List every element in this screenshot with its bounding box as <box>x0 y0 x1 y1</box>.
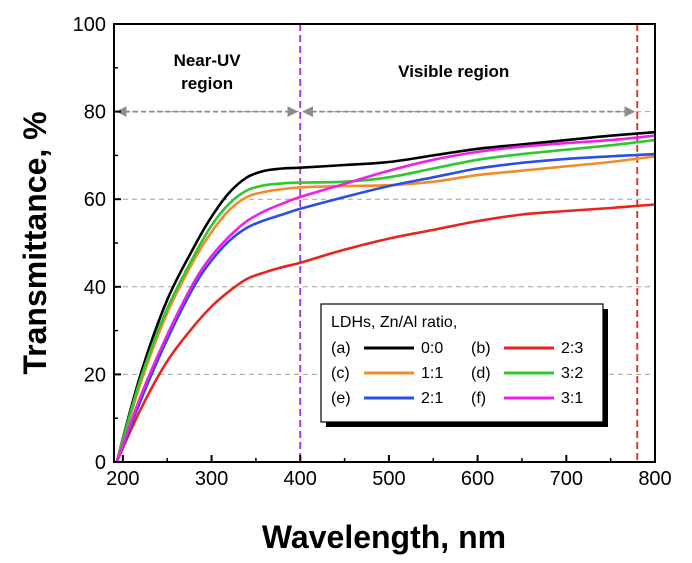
series-line-e <box>115 152 655 462</box>
y-tick-label-0: 0 <box>95 452 106 474</box>
x-tick-label-700: 700 <box>550 468 583 490</box>
legend-tag-b: (b) <box>471 340 491 357</box>
axis-ticks: 200 300 400 500 600 700 800 0 20 40 60 80 100 <box>73 14 672 490</box>
legend-ratio-d: 3:2 <box>561 365 583 382</box>
series-line-a <box>115 130 655 462</box>
legend-tag-a: (a) <box>331 340 351 357</box>
series-line-c <box>115 155 655 462</box>
region-dividers <box>299 24 639 462</box>
y-tick-label-60: 60 <box>84 189 106 211</box>
x-tick-label-200: 200 <box>106 468 139 490</box>
legend-box <box>320 303 604 423</box>
x-tick-label-300: 300 <box>195 468 228 490</box>
x-tick-label-600: 600 <box>461 468 494 490</box>
y-tick-label-40: 40 <box>84 277 106 299</box>
x-tick-label-500: 500 <box>372 468 405 490</box>
legend-entries: (a) 0:0 (b) 2:3 (c) 1:1 (d) 3:2 (e) 2:1 (f) 3:1 <box>331 340 583 407</box>
legend-tag-f: (f) <box>471 390 486 407</box>
region-label-0-1: region <box>181 74 233 93</box>
legend-title: LDHs, Zn/Al ratio, <box>331 314 457 331</box>
legend-ratio-a: 0:0 <box>421 340 443 357</box>
series-line-d <box>115 138 655 462</box>
series-lines <box>115 130 655 462</box>
y-tick-label-80: 80 <box>84 102 106 124</box>
y-axis-title: Transmittance, % <box>17 111 53 374</box>
legend-tag-d: (d) <box>471 365 491 382</box>
legend-ratio-c: 1:1 <box>421 365 443 382</box>
x-axis-title: Wavelength, nm <box>262 519 506 555</box>
series-line-f <box>115 134 655 462</box>
legend-ratio-f: 3:1 <box>561 390 583 407</box>
x-tick-label-800: 800 <box>638 468 671 490</box>
legend-tag-e: (e) <box>331 390 351 407</box>
legend-ratio-e: 2:1 <box>421 390 443 407</box>
region-labels: Near-UV region Visible region <box>174 51 510 93</box>
legend-ratio-b: 2:3 <box>561 340 583 357</box>
x-tick-label-400: 400 <box>284 468 317 490</box>
y-tick-label-100: 100 <box>73 14 106 36</box>
legend-tag-c: (c) <box>331 365 350 382</box>
region-label-1-0: Visible region <box>398 62 509 81</box>
series-line-b <box>115 203 655 462</box>
legend: LDHs, Zn/Al ratio, (a) 0:0 (b) 2:3 (c) 1:1 (d)… <box>320 303 608 427</box>
region-label-0-0: Near-UV <box>174 51 242 70</box>
y-tick-label-20: 20 <box>84 364 106 386</box>
